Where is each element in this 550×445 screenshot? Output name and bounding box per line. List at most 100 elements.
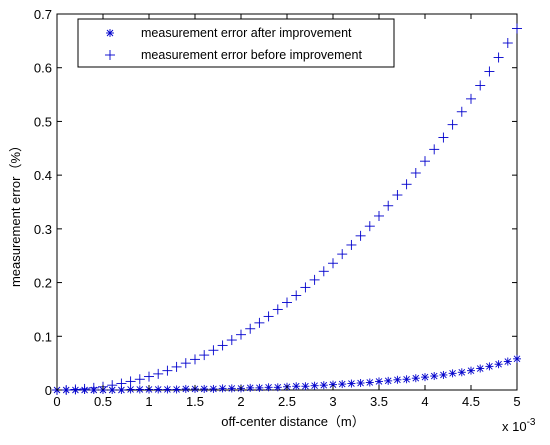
- data-point: [438, 132, 449, 143]
- data-point: [448, 369, 457, 378]
- legend: measurement error after improvement meas…: [77, 18, 395, 68]
- data-point: [355, 230, 366, 241]
- data-point: [328, 258, 338, 269]
- data-point: [209, 384, 218, 393]
- data-point: [318, 266, 329, 277]
- data-point: [410, 167, 421, 178]
- data-point: [246, 383, 255, 392]
- data-point: [494, 360, 503, 369]
- data-point: [338, 380, 347, 389]
- data-point: [447, 119, 458, 130]
- data-point: [190, 354, 200, 365]
- legend-box: [77, 18, 395, 68]
- y-tick-label: 0.6: [34, 61, 52, 76]
- plot-area: [56, 13, 518, 391]
- data-point: [384, 376, 393, 385]
- y-tick-label: 0.2: [34, 276, 52, 291]
- data-point: [126, 385, 135, 394]
- data-point: [364, 221, 375, 232]
- data-point: [300, 282, 311, 293]
- data-point: [512, 23, 522, 34]
- data-point: [79, 383, 90, 394]
- x-tick-label: 0.5: [94, 394, 112, 409]
- data-point: [476, 364, 485, 373]
- legend-marker-before-improvement: [105, 50, 115, 60]
- data-point: [392, 190, 403, 201]
- data-point: [70, 384, 81, 395]
- data-point: [365, 378, 374, 387]
- data-point: [208, 345, 219, 356]
- data-point: [301, 382, 310, 391]
- data-point: [61, 385, 72, 395]
- data-point: [218, 384, 227, 393]
- x-tick-label: 4: [421, 394, 428, 409]
- y-axis-title: measurement error（%）: [8, 139, 23, 287]
- data-point: [337, 249, 348, 260]
- data-point: [374, 210, 384, 221]
- plot-frame: [56, 13, 518, 391]
- data-point: [503, 357, 512, 366]
- data-point: [181, 384, 190, 393]
- x-tick-label: 3: [329, 394, 336, 409]
- x-tick-label: 1: [145, 394, 152, 409]
- data-point: [420, 156, 430, 167]
- data-point: [456, 106, 467, 117]
- data-point: [502, 38, 513, 49]
- legend-label-after-improvement: measurement error after improvement: [141, 26, 352, 40]
- data-point: [272, 304, 283, 315]
- series-before-improvement: [52, 23, 522, 395]
- data-point: [467, 366, 475, 375]
- data-point: [245, 323, 256, 334]
- y-tick-label: 0.1: [34, 329, 52, 344]
- legend-star-icon: [106, 29, 114, 37]
- data-point: [457, 368, 466, 377]
- x-axis-multiplier-exponent: -3: [527, 417, 536, 428]
- data-point: [291, 290, 302, 301]
- data-point: [513, 354, 521, 363]
- data-point: [134, 374, 145, 385]
- axes-layer: 0 0.5 1 1.5 2 2.5 3 3.5 4 4.5 5 0 0.1 0.2 0.3 0.4 0.5 0.6…: [34, 7, 521, 409]
- data-point: [393, 375, 402, 384]
- data-point: [180, 358, 191, 369]
- data-point: [172, 385, 181, 394]
- data-point: [484, 66, 495, 77]
- data-point: [162, 365, 173, 376]
- data-point: [411, 374, 420, 383]
- y-tick-label: 0.4: [34, 168, 52, 183]
- data-point: [430, 372, 439, 381]
- x-tick-label: 0: [53, 394, 60, 409]
- data-point: [117, 386, 126, 394]
- y-tick-label: 0.7: [34, 7, 52, 22]
- data-point: [199, 350, 210, 361]
- x-axis-multiplier: x 10-3: [502, 417, 536, 434]
- x-tick-label: 2.5: [278, 394, 296, 409]
- data-point: [273, 383, 282, 392]
- data-point: [163, 385, 172, 394]
- data-point: [236, 329, 246, 340]
- y-tick-label: 0.5: [34, 114, 52, 129]
- data-point: [227, 384, 236, 393]
- x-tick-label: 4.5: [462, 394, 480, 409]
- legend-label-before-improvement: measurement error before improvement: [141, 48, 362, 62]
- data-point: [125, 376, 136, 387]
- data-point: [356, 379, 365, 388]
- series-layer: [52, 23, 522, 395]
- x-tick-label: 1.5: [186, 394, 204, 409]
- x-tick-label: 5: [513, 394, 520, 409]
- data-point: [282, 297, 292, 308]
- y-tick-label: 0.3: [34, 222, 52, 237]
- legend-marker-after-improvement: [106, 29, 114, 37]
- data-point: [475, 80, 486, 91]
- data-point: [421, 373, 429, 382]
- data-point: [309, 274, 320, 285]
- data-point: [226, 335, 237, 346]
- data-point: [485, 362, 494, 371]
- data-point: [292, 382, 301, 391]
- data-point: [144, 371, 154, 382]
- data-point: [255, 383, 264, 392]
- data-point: [217, 340, 228, 351]
- x-tick-label: 2: [237, 394, 244, 409]
- data-point: [402, 375, 411, 384]
- data-point: [347, 379, 356, 388]
